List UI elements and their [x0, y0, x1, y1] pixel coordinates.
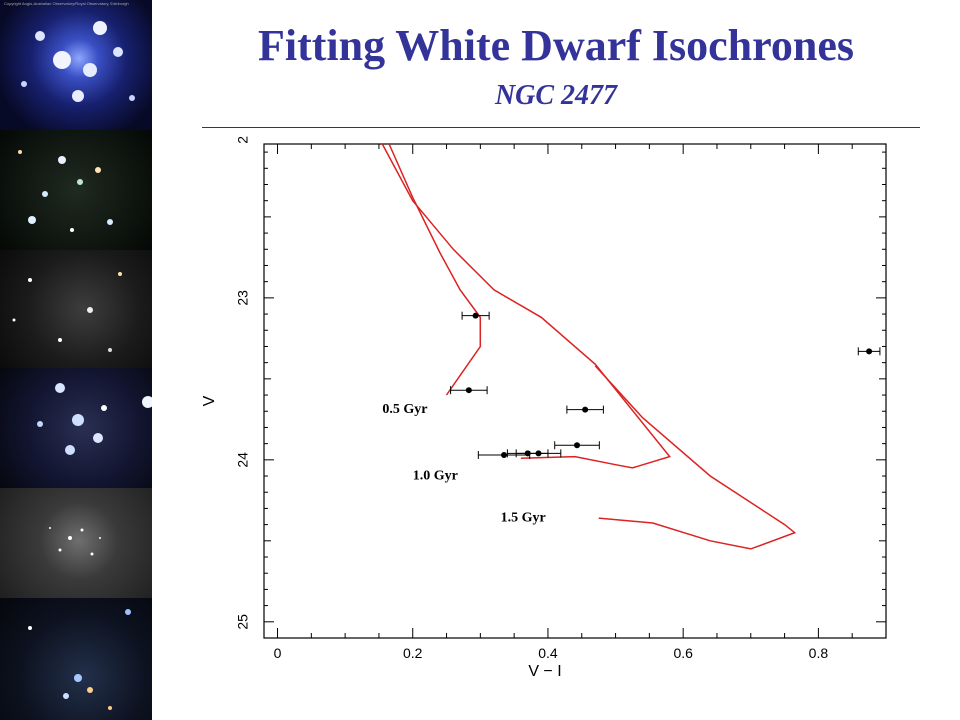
data-point: [501, 451, 508, 458]
isochrone-labels: 0.5 Gyr 1.0 Gyr 1.5 Gyr: [382, 402, 545, 526]
data-point: [472, 312, 479, 319]
y-tick-label: 25: [235, 614, 251, 630]
pleiades-stars: Copyright Anglo-Australian Observatory/R…: [4, 1, 135, 102]
slide-title: Fitting White Dwarf Isochrones: [257, 21, 855, 70]
star-cluster-photo-1: Copyright Anglo-Australian Observatory/R…: [0, 0, 152, 130]
x-tick-label: 0: [274, 645, 282, 661]
y-tick-label: 23: [235, 290, 251, 306]
photo-credit: Copyright Anglo-Australian Observatory/R…: [4, 1, 129, 6]
isochrone-3: [594, 365, 797, 550]
data-points: [450, 311, 881, 459]
y-tick-label: 24: [235, 452, 251, 468]
data-point: [866, 348, 873, 355]
axis-ticks: [264, 144, 887, 638]
data-point: [574, 442, 581, 449]
y-axis-label: V: [201, 395, 218, 406]
isochrone-curves: [381, 143, 797, 550]
data-point: [582, 406, 589, 413]
plot-frame: [263, 143, 887, 639]
isochrone-label: 1.0 Gyr: [413, 468, 458, 483]
x-axis-label: V − I: [528, 663, 561, 676]
isochrone-2: [381, 143, 671, 469]
x-tick-label: 0.6: [673, 645, 693, 661]
y-tick-label: 22: [235, 136, 251, 144]
star-cluster-photo-3: [0, 250, 152, 368]
isochrone-1: [388, 143, 482, 396]
star-cluster-photo-2: [0, 130, 152, 250]
data-point: [465, 387, 472, 394]
x-tick-label: 0.4: [538, 645, 558, 661]
title-divider: [202, 127, 920, 128]
data-point: [535, 450, 542, 457]
y-tick-labels: 22 23 24 25: [235, 136, 251, 630]
x-tick-label: 0.8: [809, 645, 829, 661]
star-cluster-photo-6: [0, 598, 152, 720]
image-strip: Copyright Anglo-Australian Observatory/R…: [0, 0, 152, 720]
slide-subtitle: NGC 2477: [494, 80, 618, 111]
isochrone-label: 0.5 Gyr: [382, 402, 427, 417]
star-cluster-photo-5: [0, 488, 152, 598]
x-tick-labels: 0 0.2 0.4 0.6 0.8: [274, 645, 829, 661]
x-tick-label: 0.2: [403, 645, 423, 661]
cmd-chart: 0 0.2 0.4 0.6 0.8 22 23 24 25 0.5 Gyr 1.0 Gyr 1.5…: [201, 136, 887, 676]
star-cluster-photo-4: [0, 368, 152, 488]
isochrone-label: 1.5 Gyr: [501, 510, 546, 525]
